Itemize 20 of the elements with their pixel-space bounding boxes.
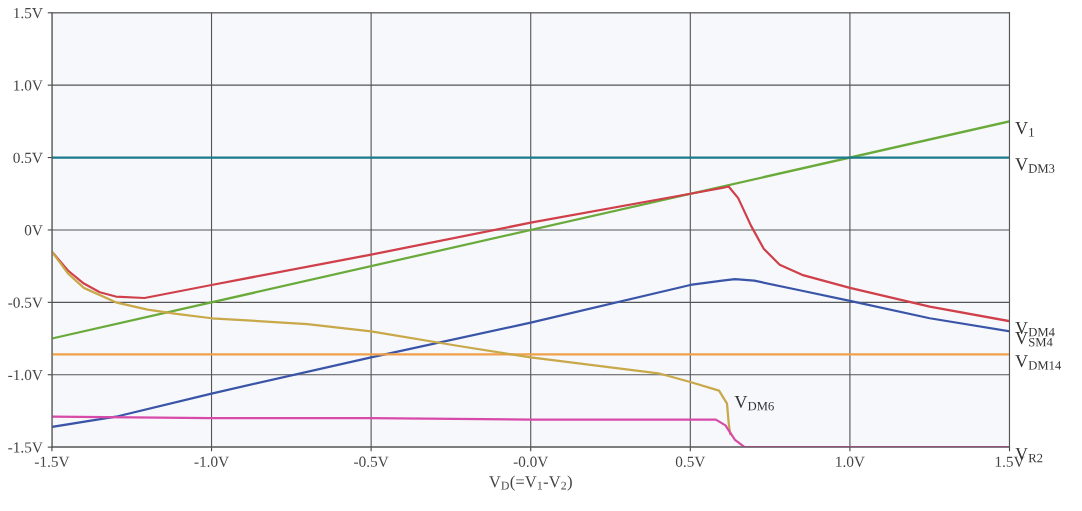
- series-label: V$_{DM6}$: [734, 395, 774, 411]
- y-tick-label: 1.5V: [14, 7, 43, 19]
- y-tick-label: -1.0V: [8, 369, 43, 381]
- x-tick-label: 1.0V: [836, 456, 865, 467]
- x-tick-label: -0.0V: [513, 456, 549, 467]
- line-series: [51, 278, 1010, 428]
- series-label: V$_{DM3}$: [1015, 158, 1055, 173]
- x-tick-label: -0.5V: [354, 456, 389, 467]
- x-axis-title: V$_{D}$(=V$_{1}$-V$_{2}$): [488, 475, 572, 491]
- series-label: V$_{1}$: [1015, 122, 1034, 137]
- y-tick-label: 1.0V: [14, 80, 43, 91]
- x-tick-label: -1.0V: [194, 456, 229, 467]
- series-label: V$_{DM14}$: [1015, 355, 1062, 370]
- line-series: [51, 250, 732, 436]
- y-tick-label: 0.5V: [13, 152, 43, 164]
- y-tick-label: -1.5V: [8, 442, 43, 453]
- y-tick-label: -0.5V: [8, 297, 43, 308]
- y-tick-label: 0V: [24, 225, 43, 236]
- x-tick-label: -1.5V: [34, 456, 70, 467]
- x-tick-label: 0.5V: [675, 456, 706, 467]
